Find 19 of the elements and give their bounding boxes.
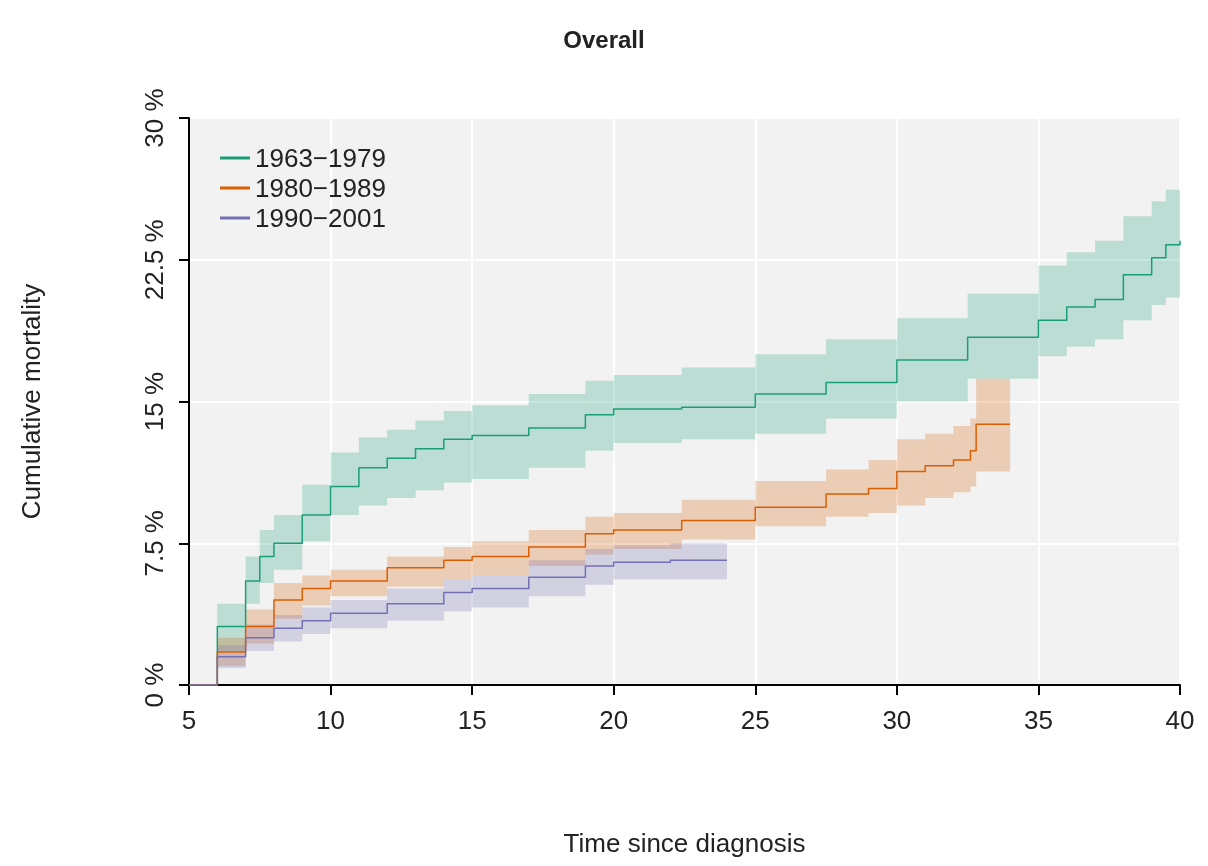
legend-label: 1980−1989 bbox=[255, 173, 386, 203]
y-tick-label: 30 % bbox=[139, 88, 169, 148]
y-tick-label: 15 % bbox=[139, 371, 169, 432]
x-tick-label: 15 bbox=[457, 705, 487, 735]
x-tick-label: 35 bbox=[1023, 705, 1053, 735]
x-tick-label: 25 bbox=[740, 705, 770, 735]
chart-title: Overall bbox=[563, 25, 645, 53]
x-tick-label: 5 bbox=[181, 705, 197, 735]
y-axis-title: Cumulative mortality bbox=[16, 283, 46, 520]
legend-label: 1963−1979 bbox=[255, 143, 386, 173]
x-tick-label: 20 bbox=[599, 705, 629, 735]
legend-label: 1990−2001 bbox=[255, 203, 386, 233]
y-tick-label: 7.5 % bbox=[139, 510, 169, 577]
y-tick-label: 0 % bbox=[139, 662, 169, 708]
x-tick-label: 40 bbox=[1165, 705, 1195, 735]
y-tick-label: 22.5 % bbox=[139, 219, 169, 301]
x-axis-title: Time since diagnosis bbox=[563, 828, 806, 858]
x-tick-label: 10 bbox=[316, 705, 346, 735]
x-tick-label: 30 bbox=[882, 705, 912, 735]
